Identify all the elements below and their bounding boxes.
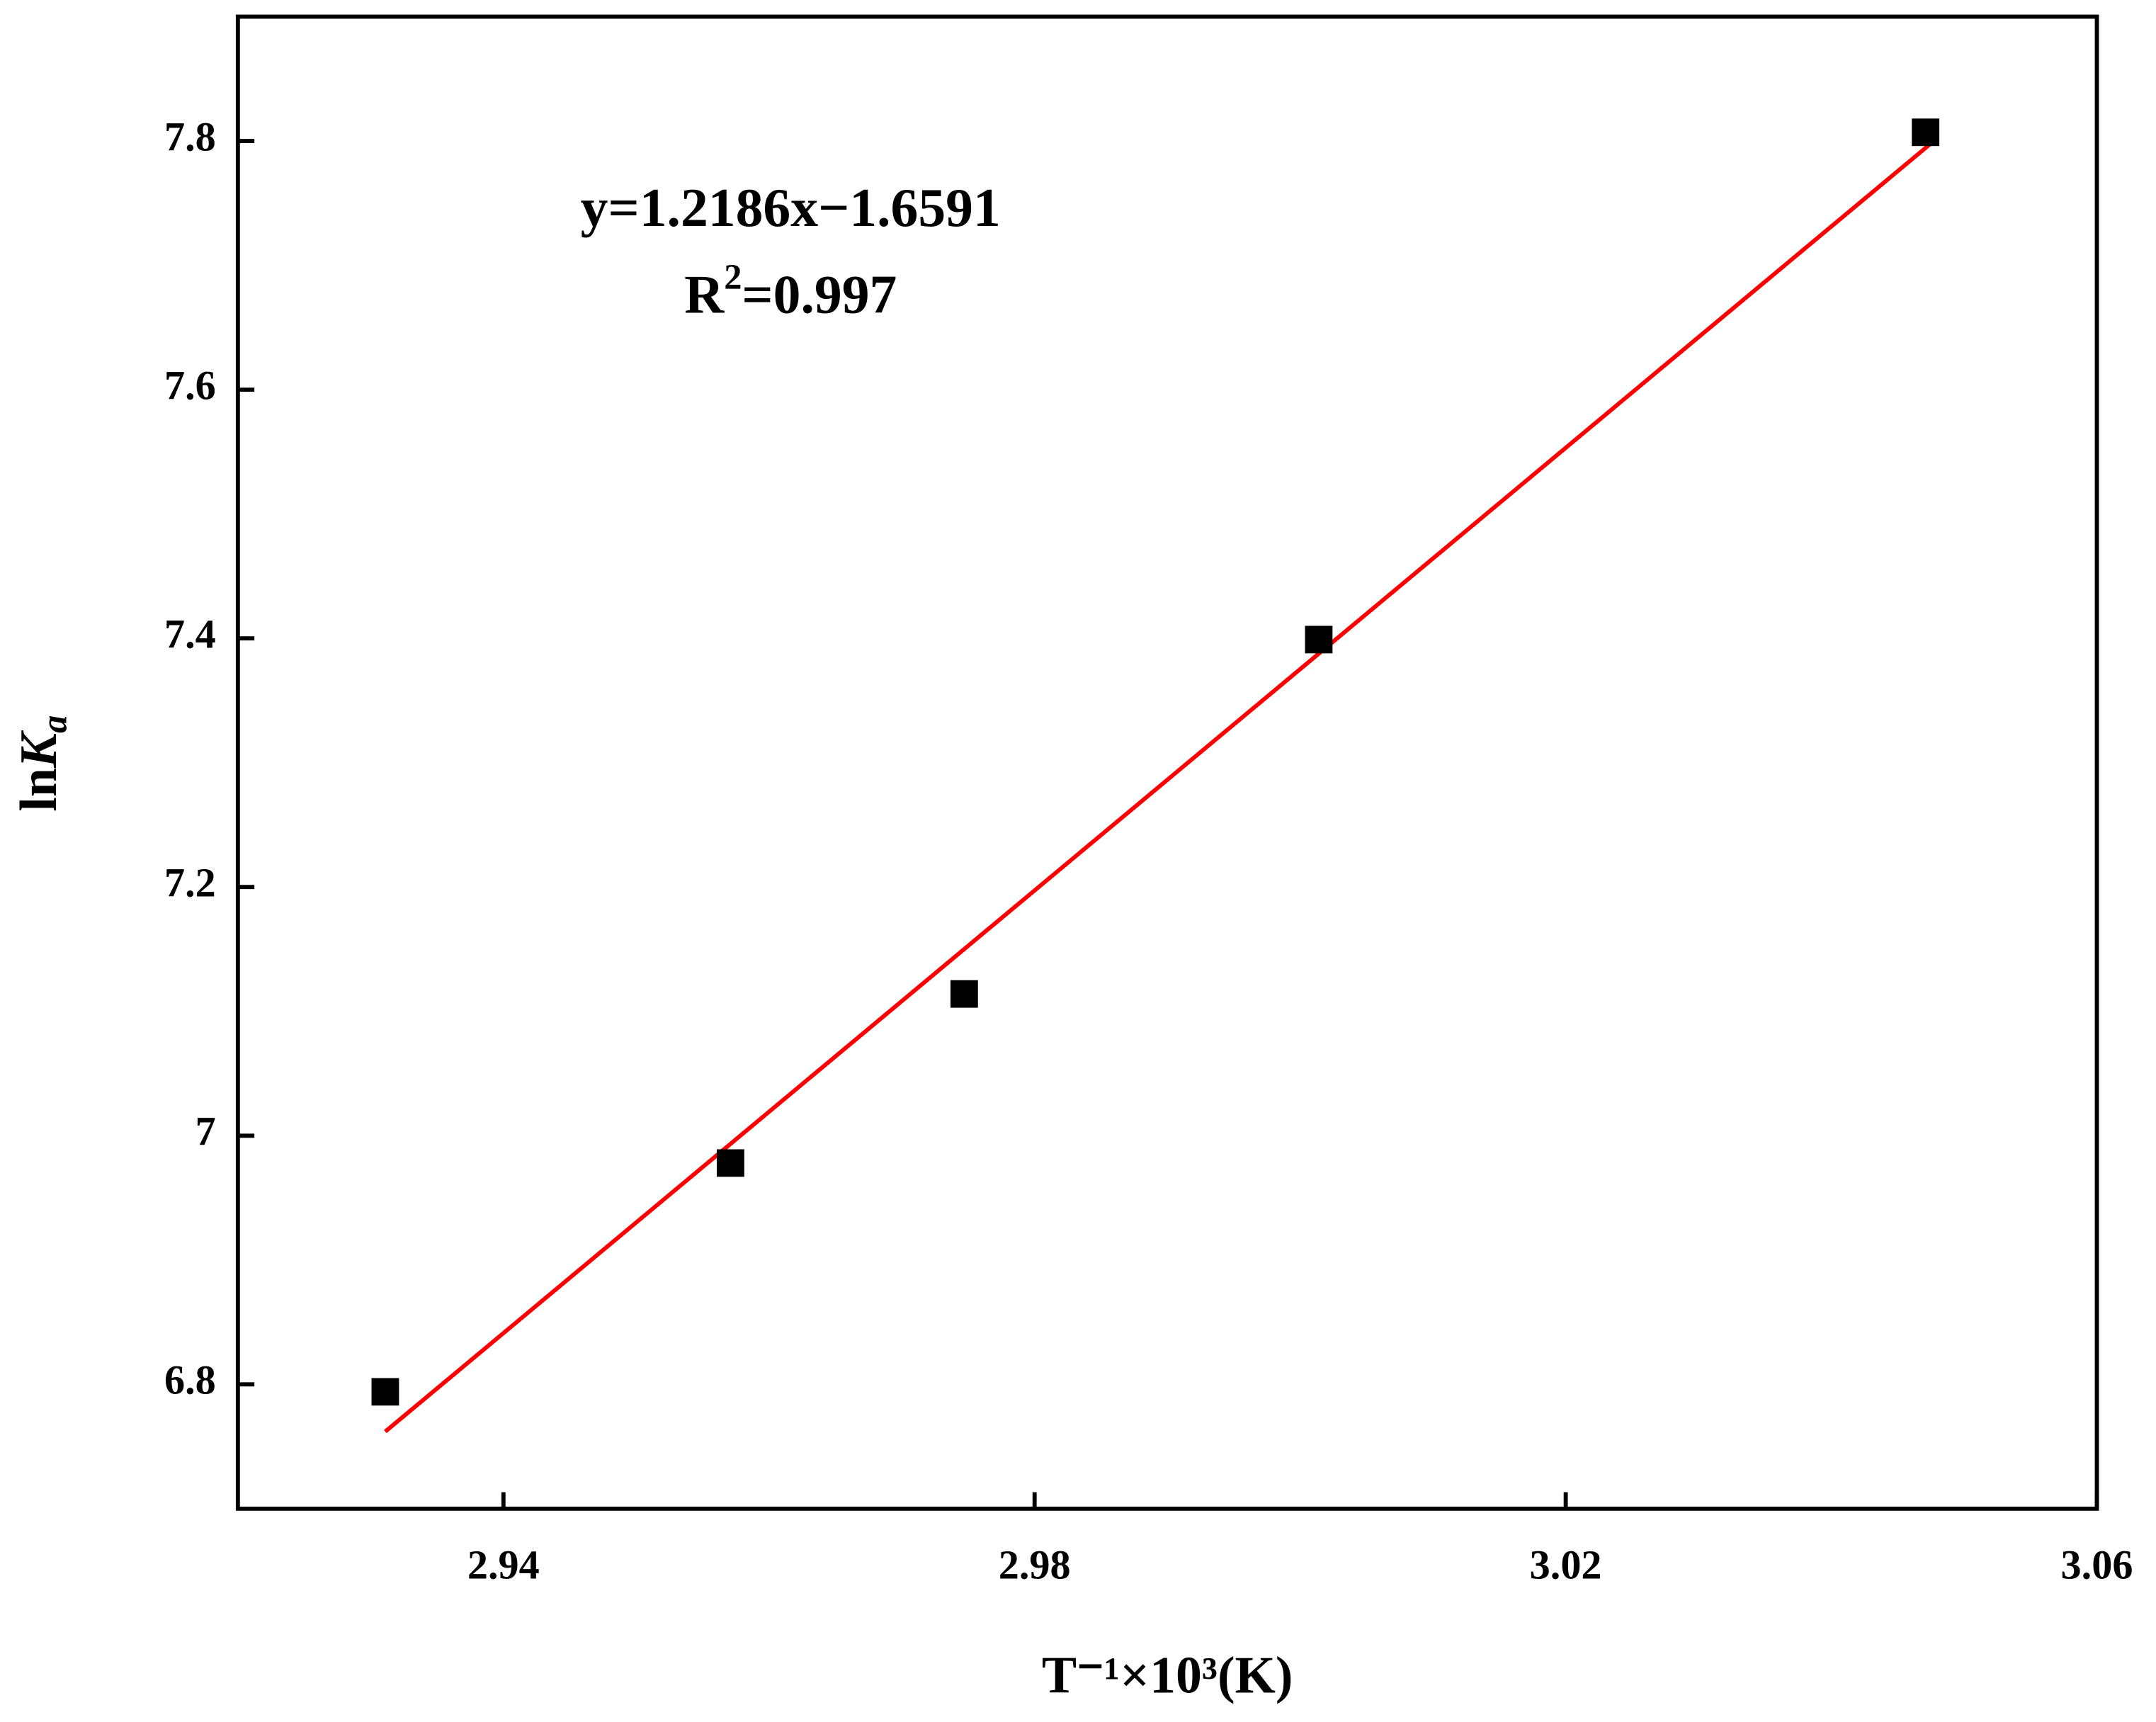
r-squared: R2=0.997 [684, 257, 897, 324]
data-point [1912, 118, 1940, 147]
r-value: =0.997 [742, 264, 897, 324]
y-label-italic: K [9, 730, 67, 769]
y-tick-label: 7.8 [164, 113, 216, 159]
data-point [950, 980, 978, 1008]
x-tick-label: 2.98 [999, 1542, 1071, 1588]
x-tick-label: 2.94 [467, 1542, 540, 1588]
y-tick-label: 7.6 [164, 362, 216, 408]
y-axis-label: lnKa [9, 715, 74, 812]
y-tick-label: 7 [195, 1109, 216, 1155]
y-tick-label: 6.8 [164, 1357, 216, 1403]
y-tick-label: 7.4 [164, 611, 216, 657]
x-tick-label: 3.02 [1530, 1542, 1602, 1588]
data-point [371, 1378, 399, 1406]
data-point [1305, 625, 1333, 654]
plot-frame [235, 14, 2099, 1511]
x-axis-label: T⁻¹×10³(K) [1042, 1645, 1293, 1704]
fit-line [384, 142, 1933, 1434]
fit-equation: y=1.2186x−1.6591 [581, 177, 1001, 238]
data-point [716, 1149, 744, 1177]
r-base: R [684, 264, 725, 324]
y-label-sub: a [34, 715, 74, 733]
y-label-base: ln [9, 768, 67, 812]
r-sup: 2 [724, 257, 742, 297]
x-tick-label: 3.06 [2061, 1542, 2133, 1588]
y-tick-label: 7.2 [164, 860, 216, 906]
